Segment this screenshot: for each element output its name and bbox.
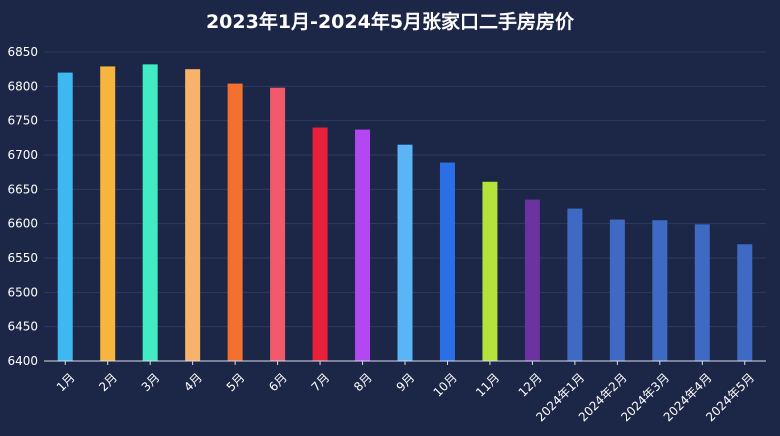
y-tick-label: 6550 [7,251,38,265]
y-tick-label: 6600 [7,217,38,231]
x-tick-label: 4月 [181,370,205,394]
bar [439,162,455,361]
bar [524,199,540,361]
x-tick-label: 11月 [473,370,502,399]
bar [397,144,413,361]
bar [355,129,371,361]
bar [142,64,158,362]
x-tick-label: 5月 [224,370,248,394]
y-tick-label: 6800 [7,79,38,93]
bar [567,208,583,361]
x-tick-label: 7月 [309,370,333,394]
bar [482,181,498,361]
bar [737,244,753,361]
bars [57,64,753,362]
y-tick-label: 6850 [7,45,38,59]
x-tick-label: 3月 [139,370,163,394]
x-tick-label: 12月 [516,370,545,399]
bar [312,127,328,362]
x-tick-label: 6月 [266,370,290,394]
bar [609,219,625,361]
y-axis-ticks: 6400 6450 6500 6550 6600 6650 6700 6750 6800 6850 [7,45,38,368]
y-tick-label: 6650 [7,182,38,196]
bar [652,220,668,361]
y-tick-label: 6700 [7,148,38,162]
x-tick-label: 9月 [394,370,418,394]
chart-title: 2023年1月-2024年5月张家口二手房房价 [206,10,575,33]
bar [694,224,710,361]
bar [270,87,286,361]
bar [100,66,116,362]
x-tick-label: 10月 [431,370,460,399]
bar [57,72,73,361]
y-tick-label: 6500 [7,285,38,299]
x-tick-label: 1月 [54,370,78,394]
bar [185,69,201,362]
y-tick-label: 6450 [7,320,38,334]
x-tick-label: 2月 [96,370,120,394]
bar [227,83,243,361]
y-tick-label: 6750 [7,114,38,128]
x-tick-label: 8月 [351,370,375,394]
y-tick-label: 6400 [7,354,38,368]
x-axis-ticks: 1月 2月 3月 4月 5月 6月 7月 8月 9月 10月 11月 12月2024年1月2024年2… [54,361,757,424]
